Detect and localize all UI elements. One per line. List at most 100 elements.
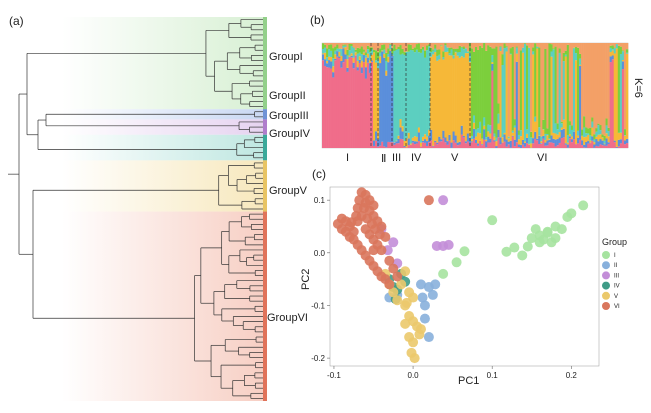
structure-bar-segment [448, 53, 450, 55]
structure-bar-segment [424, 139, 426, 143]
structure-bar-segment [349, 57, 351, 148]
structure-bar-segment [465, 53, 467, 141]
pca-point-group-VI [346, 217, 356, 227]
structure-bar-segment [608, 131, 610, 136]
structure-bar-segment [463, 46, 465, 49]
structure-bar-segment [565, 56, 567, 143]
structure-bar-segment [397, 49, 399, 136]
structure-bar-segment [389, 43, 391, 44]
legend-label-III: III [614, 273, 619, 279]
structure-bar-segment [567, 144, 569, 147]
pca-point-group-VI [380, 232, 390, 242]
structure-bar-segment [363, 43, 365, 49]
structure-bar-segment [461, 48, 463, 57]
structure-bar-segment [497, 124, 499, 130]
structure-bar-segment [436, 50, 438, 56]
structure-bar-segment [495, 47, 497, 138]
structure-bar-segment [499, 47, 501, 51]
structure-bar-segment [328, 68, 330, 148]
structure-bar-segment [455, 52, 457, 135]
structure-bar-segment [491, 43, 493, 48]
structure-bar-segment [612, 45, 614, 49]
structure-bar-segment [567, 135, 569, 143]
structure-bar-segment [330, 57, 332, 61]
structure-bar-segment [512, 136, 514, 137]
structure-bar-segment [608, 136, 610, 142]
structure-bar-segment [497, 130, 499, 138]
structure-bar-segment [516, 54, 518, 62]
structure-bar-segment [561, 43, 563, 122]
structure-bar-segment [418, 127, 420, 132]
structure-bar-segment [393, 51, 395, 142]
structure-bar-segment [389, 142, 391, 148]
structure-bar-segment [355, 50, 357, 52]
structure-bar-segment [351, 53, 353, 56]
structure-bar-segment [330, 62, 332, 69]
structure-bar-segment [620, 47, 622, 54]
structure-bar-segment [524, 141, 526, 142]
structure-bar-segment [342, 43, 344, 45]
structure-bar-segment [444, 137, 446, 142]
pca-point-group-I [452, 257, 462, 267]
structure-bar-segment [604, 141, 606, 144]
structure-bar-segment [457, 145, 459, 148]
structure-bar-segment [532, 143, 534, 148]
structure-bar-segment [536, 43, 538, 46]
structure-bar-segment [344, 45, 346, 46]
structure-bar-segment [493, 43, 495, 48]
structure-bar-segment [577, 131, 579, 136]
structure-bar-segment [361, 46, 363, 54]
structure-bar-segment [330, 69, 332, 148]
pca-point-group-V [402, 298, 412, 308]
structure-bar-segment [561, 127, 563, 129]
structure-bar-segment [604, 144, 606, 145]
structure-bar-segment [579, 66, 581, 140]
structure-bar-segment [475, 129, 477, 136]
structure-bar-segment [344, 46, 346, 47]
structure-bar-segment [353, 58, 355, 63]
structure-bar-segment [414, 43, 416, 47]
structure-bar-segment [567, 143, 569, 145]
structure-bar-segment [479, 46, 481, 122]
structure-bar-segment [353, 48, 355, 58]
structure-bar-segment [455, 136, 457, 143]
structure-bar-segment [546, 134, 548, 135]
structure-bar-segment [389, 49, 391, 50]
structure-bar-segment [463, 136, 465, 137]
structure-bar-segment [361, 43, 363, 46]
structure-bar-segment [599, 139, 601, 144]
structure-bar-segment [438, 137, 440, 142]
structure-bar-segment [606, 43, 608, 118]
structure-bar-segment [569, 138, 571, 148]
structure-bar-segment [557, 43, 559, 123]
legend-label-II: II [614, 263, 618, 269]
tree-group-shade-6 [62, 212, 263, 401]
structure-bar-segment [581, 145, 583, 148]
structure-bar-segment [608, 128, 610, 131]
structure-bar-segment [569, 134, 571, 136]
structure-bar-segment [495, 141, 497, 146]
pca-point-group-I [487, 215, 497, 225]
structure-bar-segment [444, 45, 446, 52]
legend-label-IV: IV [614, 284, 620, 290]
structure-bar-segment [440, 43, 442, 45]
structure-bar-segment [416, 44, 418, 50]
structure-bar-segment [626, 54, 628, 139]
structure-bar-segment [338, 43, 340, 48]
structure-bar-segment [510, 48, 512, 53]
structure-bar-segment [444, 142, 446, 148]
structure-bar-segment [563, 120, 565, 129]
structure-bar-segment [334, 54, 336, 59]
structure-bar-segment [381, 51, 383, 141]
structure-bar-segment [616, 44, 618, 48]
structure-bar-segment [553, 133, 555, 139]
structure-bar-segment [453, 59, 455, 132]
structure-bar-segment [493, 142, 495, 148]
structure-bar-segment [618, 146, 620, 148]
pca-point-group-II [420, 300, 430, 310]
structure-bar-segment [367, 58, 369, 63]
structure-bar-segment [595, 132, 597, 137]
structure-bar-segment [534, 117, 536, 122]
pca-point-group-VI [392, 272, 402, 282]
legend-marker-II [602, 261, 610, 269]
